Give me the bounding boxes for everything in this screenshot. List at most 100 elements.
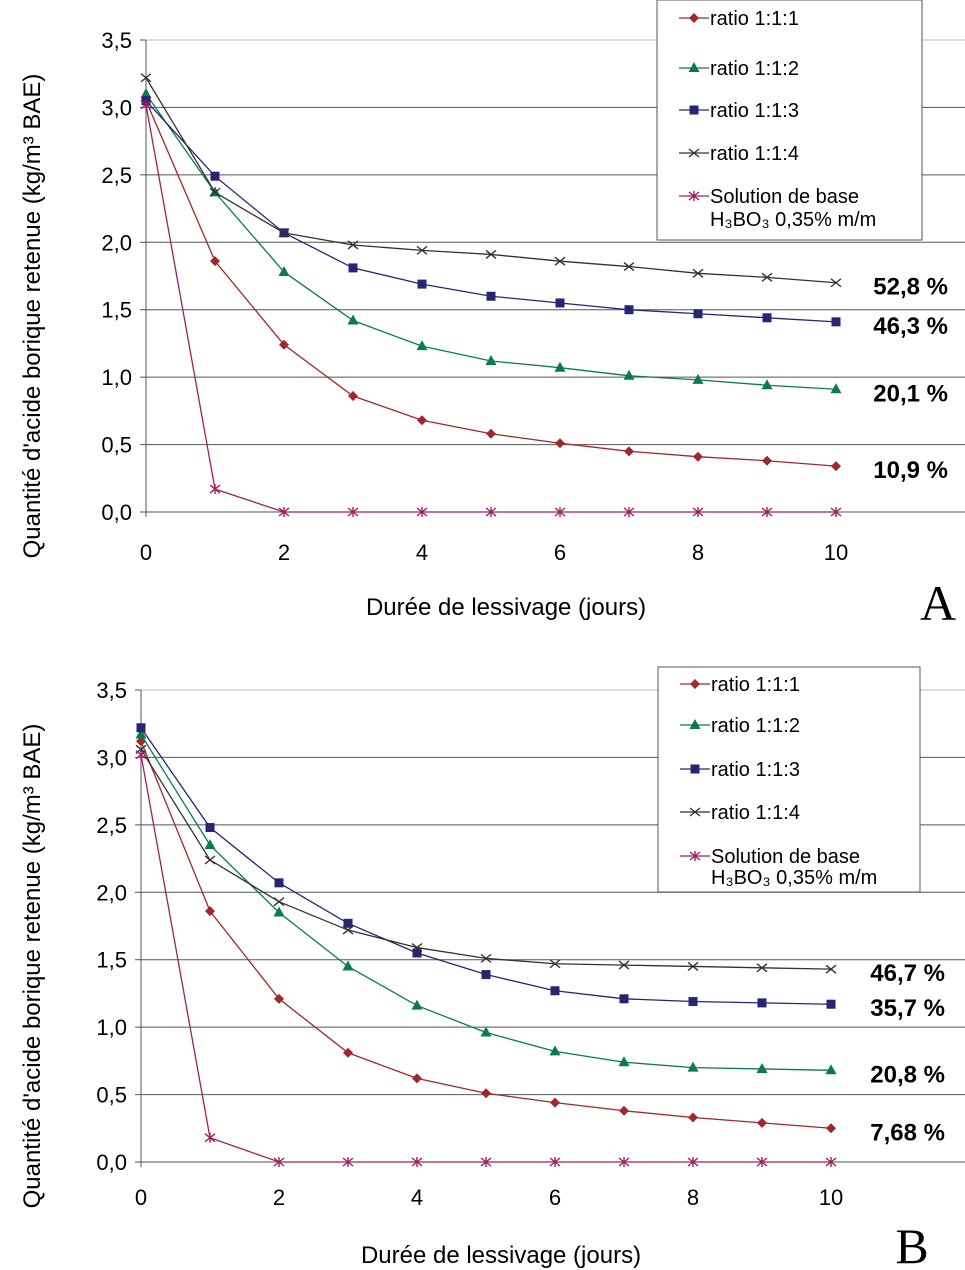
legend-marker <box>689 851 701 861</box>
data-point <box>486 428 496 439</box>
legend-marker <box>690 679 700 689</box>
legend-label: ratio 1:1:1 <box>711 674 800 696</box>
data-point <box>210 171 220 181</box>
data-point <box>412 1073 422 1084</box>
data-point <box>273 1157 285 1167</box>
data-point <box>623 369 635 380</box>
data-point <box>279 339 289 350</box>
data-point <box>485 249 497 259</box>
x-tick-label: 6 <box>549 1185 561 1210</box>
data-point <box>555 438 565 449</box>
end-percent-label: 20,8 % <box>870 1061 945 1088</box>
y-tick-label: 1,0 <box>101 365 132 390</box>
data-point <box>830 383 842 394</box>
end-percent-label: 20,1 % <box>873 380 948 407</box>
x-tick-label: 2 <box>278 540 290 565</box>
legend-label: ratio 1:1:3 <box>711 759 800 781</box>
data-point <box>825 964 837 974</box>
legend-label-line2: H₃BO₃ 0,35% m/m <box>710 209 876 231</box>
chart-a-panel-letter: A <box>920 575 956 631</box>
data-point <box>209 484 221 495</box>
data-point <box>687 961 699 972</box>
y-tick-label: 2,5 <box>101 163 132 188</box>
legend-item: ratio 1:1:1 <box>679 8 799 30</box>
x-tick-label: 8 <box>692 540 704 565</box>
chart-b-legend: ratio 1:1:1 ratio 1:1:2 ratio 1:1:3 ratio 1… <box>657 666 921 893</box>
end-percent-label: 52,8 % <box>873 274 948 301</box>
legend-item: ratio 1:1:4 <box>679 143 799 165</box>
legend-marker <box>688 148 700 158</box>
legend-box <box>656 0 923 241</box>
data-point <box>135 749 147 760</box>
series-x <box>140 73 842 288</box>
data-point <box>692 268 704 278</box>
legend-label: ratio 1:1:3 <box>710 100 799 122</box>
chart-b-x-axis-title: Durée de lessivage (jours) <box>361 1242 641 1269</box>
y-tick-label: 0,5 <box>96 1083 127 1108</box>
data-point <box>549 1045 561 1056</box>
y-tick-label: 2,5 <box>96 813 127 838</box>
chart-b-panel-letter: B <box>895 1218 928 1270</box>
data-point <box>550 986 560 996</box>
data-point <box>687 1157 699 1167</box>
data-point <box>687 1061 699 1072</box>
data-point <box>830 278 842 288</box>
data-point <box>549 1157 561 1167</box>
data-point <box>485 507 497 517</box>
data-point <box>825 1157 837 1167</box>
series-diamond <box>136 736 836 1134</box>
data-point <box>692 507 704 517</box>
data-point <box>140 87 152 98</box>
data-point <box>135 728 147 739</box>
data-point <box>826 999 836 1009</box>
data-point <box>278 265 290 276</box>
chart-a-x-axis-title: Durée de lessivage (jours) <box>366 594 646 621</box>
chart-b-y-axis-title: Quantité d'acide borique retenue (kg/m³ … <box>19 724 46 1209</box>
legend-marker <box>689 105 699 115</box>
legend-item: ratio 1:1:4 <box>680 802 800 824</box>
data-point <box>210 256 220 267</box>
data-point <box>411 999 423 1010</box>
legend-item: ratio 1:1:2 <box>680 715 800 737</box>
data-point <box>480 1026 492 1037</box>
data-point <box>618 1056 630 1067</box>
data-point <box>343 1047 353 1058</box>
data-point <box>618 1157 630 1167</box>
series-asterisk <box>140 99 842 517</box>
data-point <box>136 723 146 733</box>
data-point <box>756 1062 768 1073</box>
legend-label-line2: H₃BO₃ 0,35% m/m <box>711 867 877 889</box>
data-point <box>624 446 634 457</box>
legend-box <box>657 666 921 893</box>
data-point <box>417 279 427 289</box>
data-point <box>342 960 354 971</box>
data-point <box>550 1097 560 1108</box>
data-point <box>140 99 152 110</box>
data-point <box>209 187 221 197</box>
series-triangle <box>135 728 837 1075</box>
legend-item: ratio 1:1:2 <box>679 58 799 80</box>
y-tick-label: 1,0 <box>96 1015 127 1040</box>
data-point <box>555 298 565 308</box>
legend-marker <box>689 807 701 817</box>
data-point <box>623 507 635 517</box>
data-point <box>347 507 359 517</box>
data-point <box>756 1157 768 1167</box>
data-point <box>342 925 354 935</box>
legend-label: ratio 1:1:2 <box>710 58 799 80</box>
data-point <box>273 906 285 917</box>
data-point <box>619 994 629 1004</box>
end-percent-label: 10,9 % <box>873 457 948 484</box>
data-point <box>756 963 768 973</box>
x-tick-label: 4 <box>411 1185 423 1210</box>
data-point <box>831 317 841 327</box>
legend-label: ratio 1:1:2 <box>711 715 800 737</box>
data-point <box>826 1123 836 1134</box>
data-point <box>274 878 284 888</box>
data-point <box>762 455 772 466</box>
legend-marker <box>689 719 701 729</box>
data-point <box>825 1064 837 1075</box>
x-tick-label: 4 <box>416 540 428 565</box>
data-point <box>273 897 285 907</box>
